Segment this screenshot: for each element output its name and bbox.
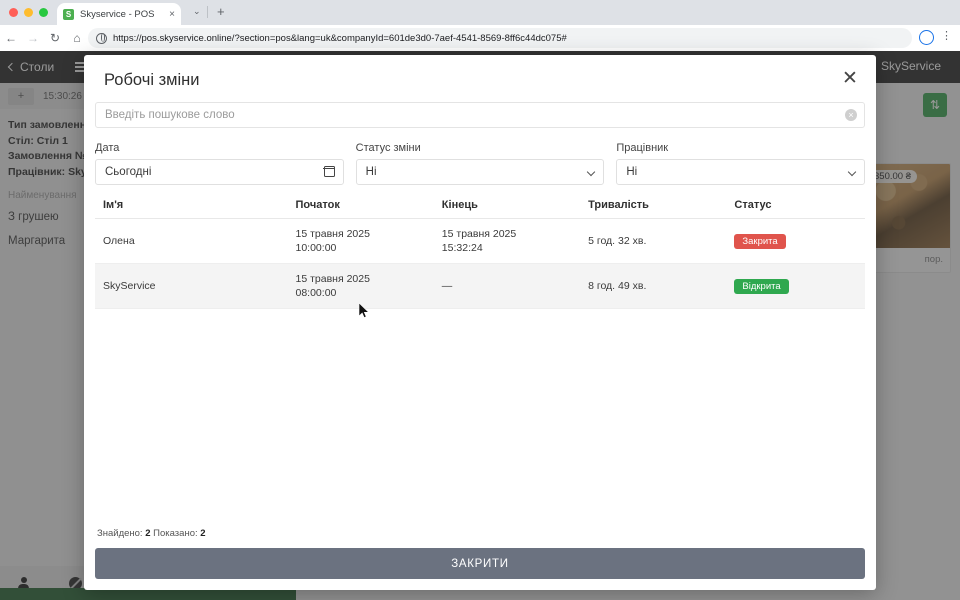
shown-label: Показано: [153, 528, 198, 539]
filter-label: Працівник [616, 142, 669, 154]
cell-end: 15 травня 2025 15:32:24 [433, 218, 581, 264]
start-date: 15 травня 2025 [295, 273, 370, 285]
maximize-window-button[interactable] [39, 8, 48, 17]
filter-employee: Працівник Ні [616, 142, 866, 185]
clear-search-icon[interactable]: × [845, 109, 857, 121]
shift-status-filter-control[interactable]: Ні [355, 159, 605, 185]
end-date: 15 травня 2025 [441, 228, 517, 240]
browser-tab[interactable]: S Skyservice - POS × [57, 3, 181, 25]
employee-filter-control[interactable]: Ні [616, 159, 866, 185]
filter-value: Ні [626, 166, 638, 178]
filter-shift-status: Статус зміни Ні [355, 142, 605, 185]
chevron-down-icon [847, 167, 857, 177]
start-date: 15 травня 2025 [295, 228, 370, 240]
work-shifts-modal: Робочі зміни ✕ × Дата Сьогодні Статус зм… [84, 55, 876, 590]
favicon-icon: S [63, 8, 74, 20]
shown-value: 2 [200, 528, 206, 539]
modal-footer: Знайдено: 2 Показано: 2 ЗАКРИТИ [84, 522, 876, 590]
status-badge: Відкрита [734, 278, 789, 294]
window-controls[interactable] [9, 8, 48, 17]
page-title: Робочі зміни [104, 71, 200, 89]
cell-start: 15 травня 2025 08:00:00 [287, 263, 434, 309]
cell-duration: 5 год. 32 хв. [580, 218, 727, 264]
table-header-row: Ім'я Початок Кінець Тривалість Статус [95, 199, 865, 219]
chevron-down-icon [587, 167, 596, 177]
chevron-down-icon[interactable]: ⌄ [193, 6, 201, 16]
end-time: 15:32:24 [441, 242, 483, 254]
modal-header: Робочі зміни ✕ [84, 55, 876, 90]
shifts-table-wrapper: Ім'я Початок Кінець Тривалість Статус Ол… [84, 185, 876, 522]
start-time: 08:00:00 [295, 287, 337, 299]
address-bar[interactable]: https://pos.skyservice.online/?section=p… [88, 28, 912, 48]
filter-value: Ні [365, 166, 377, 178]
filter-label: Статус зміни [355, 142, 421, 154]
cell-name: Олена [95, 218, 288, 264]
cell-name: SkyService [95, 263, 288, 309]
url-text: https://pos.skyservice.online/?section=p… [113, 32, 567, 44]
reload-icon[interactable]: ↻ [49, 31, 61, 45]
column-header-name[interactable]: Ім'я [95, 199, 288, 219]
cell-end: — [433, 263, 581, 309]
forward-icon[interactable]: → [27, 31, 39, 45]
status-badge: Закрита [734, 233, 786, 249]
search-row: × [84, 90, 876, 128]
cell-duration: 8 год. 49 хв. [580, 263, 727, 309]
filters-row: Дата Сьогодні Статус зміни Ні Працівник … [84, 128, 876, 185]
cell-status: Відкрита [726, 263, 865, 309]
divider [207, 6, 208, 18]
browser-menu-icon[interactable]: ⋮ [941, 30, 952, 42]
column-header-duration[interactable]: Тривалість [580, 199, 727, 219]
filter-label: Дата [95, 142, 120, 154]
filter-value: Сьогодні [105, 166, 152, 178]
globe-icon [96, 32, 107, 44]
date-filter-control[interactable]: Сьогодні [95, 159, 344, 185]
shifts-table: Ім'я Початок Кінець Тривалість Статус Ол… [95, 199, 865, 309]
browser-tabstrip: S Skyservice - POS × ⌄ + [0, 0, 960, 25]
close-icon[interactable]: ✕ [842, 68, 858, 89]
search-input[interactable] [95, 102, 865, 128]
home-icon[interactable]: ⌂ [73, 31, 81, 45]
close-icon[interactable]: × [169, 8, 175, 20]
start-time: 10:00:00 [295, 242, 337, 254]
close-window-button[interactable] [9, 8, 18, 17]
calendar-icon [323, 166, 335, 177]
column-header-status[interactable]: Статус [726, 199, 865, 219]
back-icon[interactable]: ← [5, 31, 17, 45]
tab-title: Skyservice - POS [80, 8, 155, 20]
cell-start: 15 травня 2025 10:00:00 [287, 218, 434, 264]
found-label: Знайдено: [97, 528, 143, 539]
close-button[interactable]: ЗАКРИТИ [95, 548, 865, 579]
column-header-end[interactable]: Кінець [433, 199, 581, 219]
result-counts: Знайдено: 2 Показано: 2 [95, 522, 865, 548]
table-row[interactable]: Олена 15 травня 2025 10:00:00 15 травня … [95, 218, 865, 264]
cell-status: Закрита [726, 218, 865, 264]
profile-avatar[interactable] [919, 30, 934, 45]
table-row[interactable]: SkyService 15 травня 2025 08:00:00 — 8 г… [95, 263, 865, 309]
found-value: 2 [145, 528, 151, 539]
column-header-start[interactable]: Початок [287, 199, 434, 219]
filter-date: Дата Сьогодні [95, 142, 344, 185]
minimize-window-button[interactable] [24, 8, 33, 17]
new-tab-button[interactable]: + [217, 4, 225, 19]
mouse-cursor [359, 303, 370, 318]
